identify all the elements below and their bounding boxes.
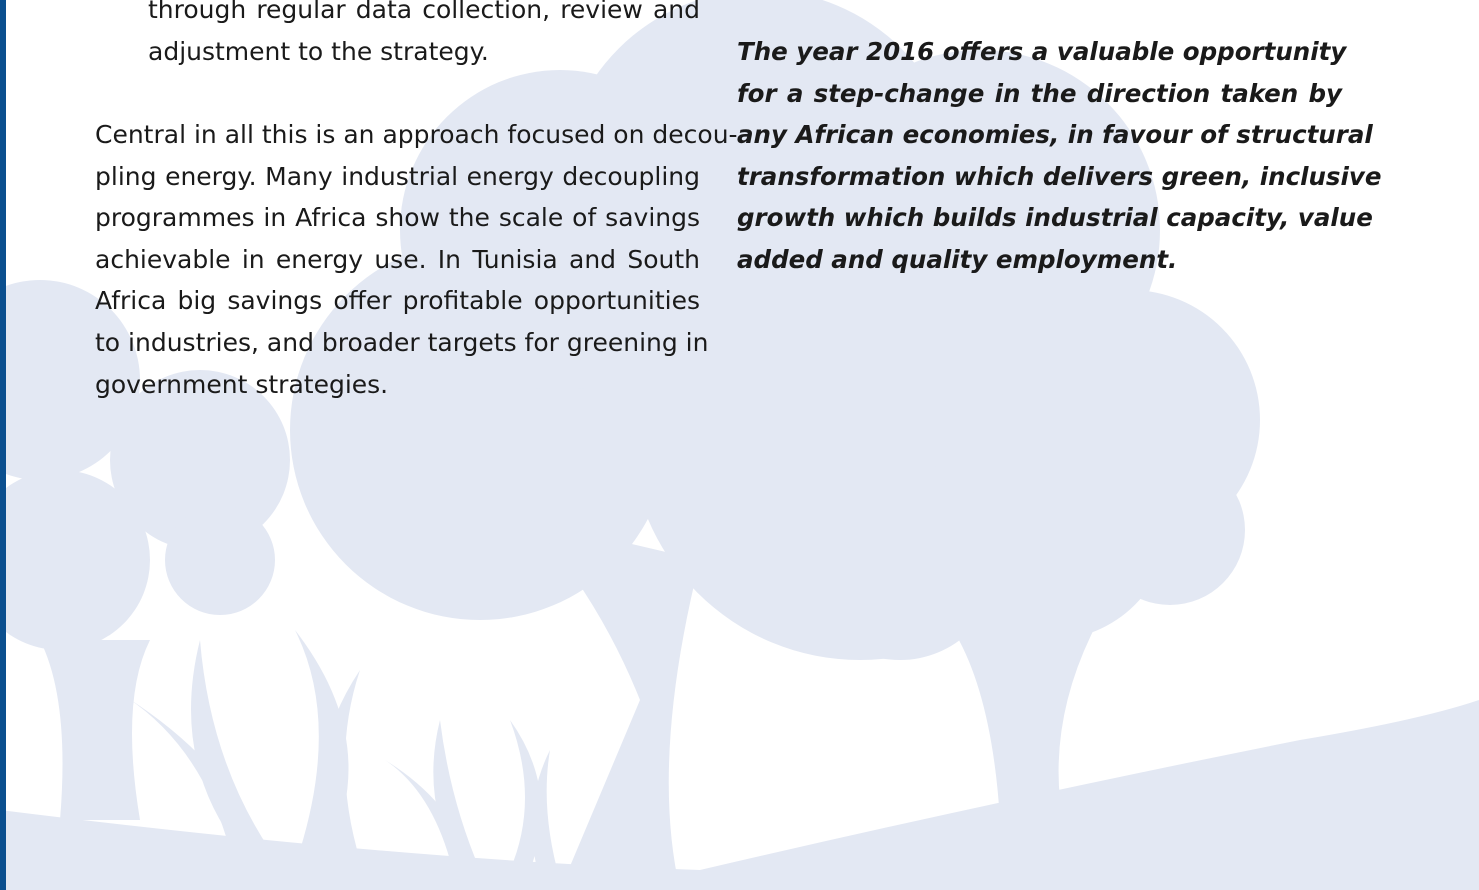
text-line: programmes in Africa show the scale of s… xyxy=(95,203,700,233)
text-line: adjustment to the strategy. xyxy=(148,36,489,66)
text-line: to industries, and broader targets for g… xyxy=(95,327,709,357)
text-line: added and quality employment. xyxy=(737,244,1178,274)
text-line: any African economies, in favour of stru… xyxy=(737,120,1373,150)
body-paragraph: Central in all this is an approach focus… xyxy=(95,114,738,405)
text-line: growth which builds industrial capacity,… xyxy=(737,203,1373,233)
text-line: achievable in energy use. In Tunisia and… xyxy=(95,244,700,274)
text-line: government strategies. xyxy=(95,369,389,399)
text-line: The year 2016 offers a valuable opportun… xyxy=(737,37,1347,66)
text-line: for a step-change in the direction taken… xyxy=(737,78,1342,108)
callout-text: The year 2016 offers a valuable opportun… xyxy=(737,31,1382,281)
side-bar xyxy=(0,0,6,890)
list-continuation: through regular data collection, review … xyxy=(148,0,700,72)
text-line: transformation which delivers green, inc… xyxy=(737,161,1382,191)
text-line: Africa big savings offer profitable oppo… xyxy=(95,286,700,316)
text-line: through regular data collection, review … xyxy=(148,0,700,24)
text-line: pling energy. Many industrial energy dec… xyxy=(95,161,700,191)
text-line: Central in all this is an approach focus… xyxy=(95,120,738,149)
